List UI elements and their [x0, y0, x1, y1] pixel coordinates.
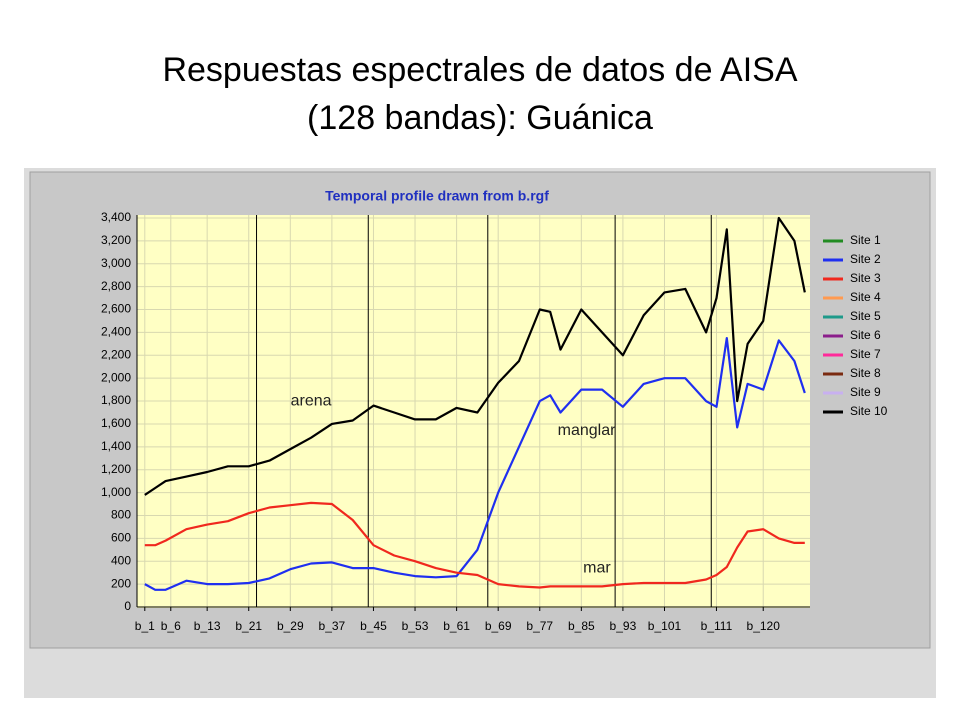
y-tick-label: 1,600 — [101, 416, 131, 430]
y-tick-label: 3,400 — [101, 210, 131, 224]
y-tick-label: 0 — [124, 599, 131, 613]
x-tick-label: b_111 — [701, 619, 733, 633]
y-tick-label: 1,800 — [101, 393, 131, 407]
y-tick-label: 1,400 — [101, 439, 131, 453]
x-tick-label: b_69 — [485, 619, 512, 633]
legend-label: Site 5 — [850, 309, 881, 323]
x-tick-label: b_93 — [610, 619, 637, 633]
x-tick-label: b_45 — [360, 619, 387, 633]
slide-title: (128 bandas): Guánica — [307, 99, 653, 137]
y-tick-label: 1,000 — [101, 485, 131, 499]
x-tick-label: b_29 — [277, 619, 304, 633]
chart-title: Temporal profile drawn from b.rgf — [325, 188, 549, 204]
x-tick-label: b_6 — [161, 619, 181, 633]
legend-label: Site 1 — [850, 233, 881, 247]
legend-label: Site 10 — [850, 404, 888, 418]
series-line — [144, 501, 805, 589]
y-tick-label: 200 — [111, 576, 131, 590]
annotation: arena — [291, 392, 332, 409]
y-tick-label: 2,000 — [101, 370, 131, 384]
x-tick-label: b_77 — [526, 619, 553, 633]
legend-label: Site 8 — [850, 366, 881, 380]
y-tick-label: 2,800 — [101, 279, 131, 293]
y-tick-label: 3,000 — [101, 256, 131, 270]
legend-label: Site 7 — [850, 347, 881, 361]
y-tick-label: 2,400 — [101, 325, 131, 339]
x-tick-label: b_21 — [235, 619, 262, 633]
legend-label: Site 2 — [850, 252, 881, 266]
y-tick-label: 800 — [111, 508, 131, 522]
y-tick-label: 2,600 — [101, 302, 131, 316]
x-tick-label: b_120 — [747, 619, 781, 633]
annotation: mar — [583, 559, 611, 576]
y-tick-label: 1,200 — [101, 462, 131, 476]
legend-label: Site 9 — [850, 385, 881, 399]
x-tick-label: b_1 — [135, 619, 155, 633]
series-line — [144, 216, 806, 496]
legend-label: Site 3 — [850, 271, 881, 285]
x-tick-label: b_13 — [194, 619, 221, 633]
x-tick-label: b_37 — [319, 619, 346, 633]
annotation: manglar — [558, 422, 616, 439]
legend-label: Site 6 — [850, 328, 881, 342]
y-tick-label: 2,200 — [101, 347, 131, 361]
slide-title: Respuestas espectrales de datos de AISA — [162, 51, 797, 89]
legend-label: Site 4 — [850, 290, 881, 304]
x-tick-label: b_85 — [568, 619, 595, 633]
y-tick-label: 600 — [111, 531, 131, 545]
series-line — [144, 337, 806, 591]
y-tick-label: 400 — [111, 553, 131, 567]
x-tick-label: b_61 — [443, 619, 470, 633]
x-tick-label: b_53 — [402, 619, 429, 633]
y-tick-label: 3,200 — [101, 233, 131, 247]
x-tick-label: b_101 — [648, 619, 682, 633]
layer: 0 200 400 600 800 1,000 1,200 1,400 1,600 1,800 2,… — [101, 210, 888, 633]
